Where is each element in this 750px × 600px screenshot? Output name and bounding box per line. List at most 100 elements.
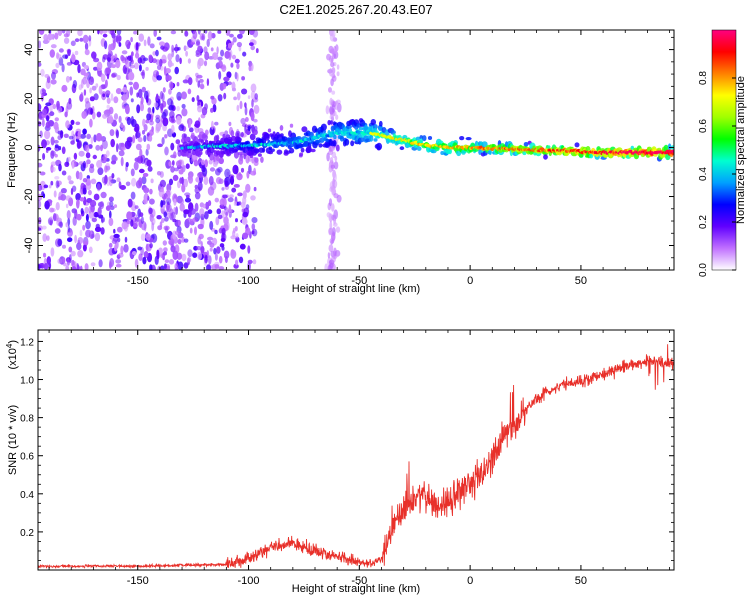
heatmap-cell (42, 233, 47, 242)
heatmap-cell (135, 143, 142, 151)
heatmap-cell (143, 251, 149, 258)
heatmap-cell (164, 146, 169, 156)
heatmap-cell (214, 264, 220, 269)
heatmap-cell (57, 238, 63, 247)
y-tick-label: 0.6 (20, 452, 34, 463)
heatmap-cell (440, 151, 445, 155)
heatmap-cell (82, 160, 86, 169)
heatmap-cell (62, 257, 66, 264)
heatmap-cell (123, 244, 129, 253)
heatmap-cell (232, 227, 236, 234)
heatmap-cell (170, 165, 175, 173)
heatmap-cell (49, 111, 55, 117)
heatmap-cell (142, 130, 145, 135)
heatmap-cell (68, 97, 72, 105)
heatmap-cell (156, 249, 160, 258)
heatmap-cell (119, 185, 126, 190)
heatmap-cell (465, 137, 472, 141)
heatmap-cell (151, 222, 155, 232)
heatmap-cell (223, 84, 226, 90)
heatmap-cell (116, 177, 121, 182)
heatmap-cell (90, 234, 95, 238)
heatmap-cell (334, 100, 339, 111)
heatmap-cell (326, 152, 330, 162)
heatmap-cell (522, 150, 527, 156)
heatmap-cell (50, 136, 55, 146)
heatmap-cell (107, 116, 114, 124)
heatmap-cell (232, 164, 239, 175)
heatmap-cell (96, 61, 103, 72)
heatmap-cell (209, 126, 215, 136)
heatmap-cell (233, 96, 238, 101)
heatmap-cell (167, 212, 171, 219)
heatmap-cell (197, 251, 203, 260)
heatmap-cell (77, 237, 84, 244)
heatmap-cell (149, 188, 153, 195)
heatmap-cell (57, 258, 63, 264)
heatmap-cell (320, 123, 327, 131)
heatmap-cell (250, 45, 255, 51)
heatmap-cell (172, 174, 179, 181)
heatmap-cell (228, 51, 232, 61)
heatmap-cell (63, 37, 70, 44)
heatmap-cell (328, 55, 334, 63)
heatmap-cell (61, 84, 68, 93)
heatmap-cell (236, 92, 241, 101)
heatmap-cell (543, 154, 548, 160)
heatmap-cell (118, 150, 125, 157)
heatmap-cell (148, 134, 153, 142)
heatmap-cell (182, 79, 189, 84)
heatmap-cell (183, 209, 190, 215)
heatmap-cell (229, 175, 235, 185)
heatmap-cell (95, 144, 101, 151)
heatmap-cell (201, 106, 208, 116)
heatmap-cell (223, 92, 227, 100)
heatmap-cell (58, 145, 62, 151)
heatmap-cell (67, 224, 71, 233)
heatmap-cell (70, 187, 74, 196)
heatmap-cell (197, 105, 203, 113)
heatmap-cell (135, 132, 141, 139)
heatmap-cell (233, 184, 240, 188)
heatmap-cell (138, 33, 145, 42)
heatmap-cell (68, 180, 74, 185)
heatmap-cell (91, 217, 98, 223)
heatmap-cell (115, 129, 119, 139)
heatmap-cell (335, 114, 339, 120)
heatmap-cell (125, 181, 131, 187)
heatmap-cell (156, 215, 162, 220)
heatmap-cell (238, 157, 244, 165)
heatmap-cell (129, 86, 134, 96)
heatmap-cell (243, 152, 248, 157)
heatmap-cell (249, 42, 254, 46)
x-tick-label: -100 (238, 575, 260, 587)
heatmap-cell (130, 98, 134, 103)
heatmap-cell (208, 175, 214, 186)
heatmap-cell (333, 222, 338, 227)
heatmap-cell (329, 33, 335, 42)
heatmap-cell (140, 96, 144, 105)
heatmap-cell (328, 244, 334, 252)
heatmap-cell (336, 71, 340, 77)
heatmap-cell (263, 133, 270, 141)
heatmap-cell (163, 247, 168, 253)
heatmap-cell (98, 85, 103, 95)
y-tick-label: 0.8 (20, 414, 34, 425)
heatmap-cell (667, 143, 672, 150)
heatmap-cell (218, 157, 224, 165)
heatmap-cell (249, 133, 256, 141)
heatmap-cell (238, 171, 242, 177)
x-tick-label: 0 (467, 275, 473, 287)
heatmap-cell (176, 105, 180, 112)
heatmap-cell (348, 128, 352, 133)
heatmap-cell (104, 174, 108, 185)
heatmap-y-label: Frequency (Hz) (6, 112, 18, 188)
heatmap-cell (104, 40, 108, 50)
x-tick-label: 0 (467, 575, 473, 587)
heatmap-cell (170, 142, 175, 151)
heatmap-cell (203, 46, 208, 54)
heatmap-cell (68, 246, 73, 253)
heatmap-cell (126, 220, 131, 225)
heatmap-cell (195, 53, 201, 57)
heatmap-cell (100, 144, 103, 152)
